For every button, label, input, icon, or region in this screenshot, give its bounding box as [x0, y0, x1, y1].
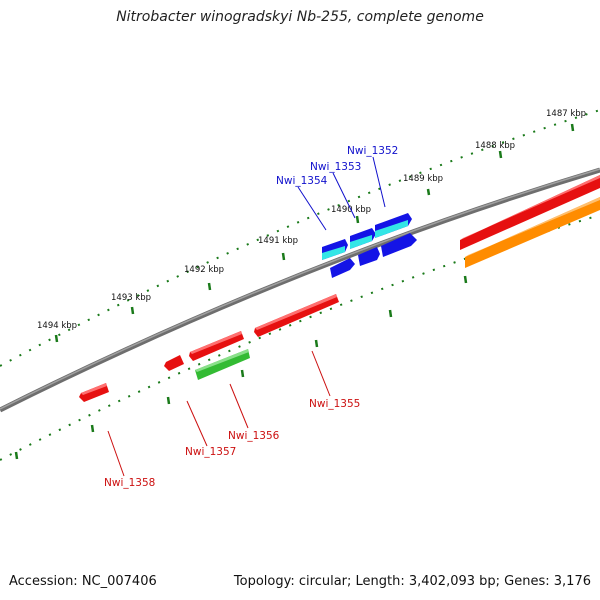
feature-nwi-1358	[79, 383, 109, 402]
upper-major-ticks	[54, 123, 575, 343]
gene-label-nwi-1354: Nwi_1354	[276, 175, 328, 187]
label-leaders-red	[107, 350, 331, 477]
scale-label-1494: 1494 kbp	[37, 321, 77, 331]
genome-backbone-highlight	[0, 168, 600, 410]
scale-label-1492: 1492 kbp	[184, 265, 224, 275]
feature-blue-b	[358, 247, 380, 266]
gene-label-nwi-1355: Nwi_1355	[309, 398, 360, 410]
feature-nwi-1354	[322, 239, 348, 260]
lower-scale-track	[0, 214, 600, 461]
scale-label-1487: 1487 kbp	[546, 109, 586, 119]
feature-blue-c	[381, 233, 417, 257]
scale-label-1493: 1493 kbp	[111, 293, 151, 303]
genome-summary-text: Topology: circular; Length: 3,402,093 bp…	[233, 574, 591, 589]
accession-text: Accession: NC_007406	[9, 574, 157, 589]
feature-green	[195, 349, 250, 380]
feature-nwi-1355	[254, 294, 339, 337]
feature-orange-long-right	[465, 197, 600, 268]
genome-backbone	[0, 167, 600, 413]
lower-major-ticks	[14, 275, 468, 460]
feature-nwi-1353	[350, 228, 376, 249]
scale-label-1491: 1491 kbp	[258, 236, 298, 246]
feature-nwi-1352	[375, 213, 412, 238]
gene-label-nwi-1358: Nwi_1358	[104, 477, 155, 489]
scale-label-1488: 1488 kbp	[475, 141, 515, 151]
gene-label-nwi-1353: Nwi_1353	[310, 161, 361, 173]
gene-label-nwi-1357: Nwi_1357	[185, 446, 236, 458]
label-leaders-blue	[297, 156, 386, 231]
gene-label-nwi-1352: Nwi_1352	[347, 145, 398, 157]
feature-nwi-1357	[164, 355, 184, 371]
genome-title: Nitrobacter winogradskyi Nb-255, complet…	[116, 9, 484, 25]
gene-label-nwi-1356: Nwi_1356	[228, 430, 280, 442]
scale-label-1489: 1489 kbp	[403, 174, 443, 184]
feature-nwi-1356	[189, 331, 244, 361]
feature-red-long-right	[460, 175, 600, 250]
feature-blue-a	[330, 258, 355, 278]
